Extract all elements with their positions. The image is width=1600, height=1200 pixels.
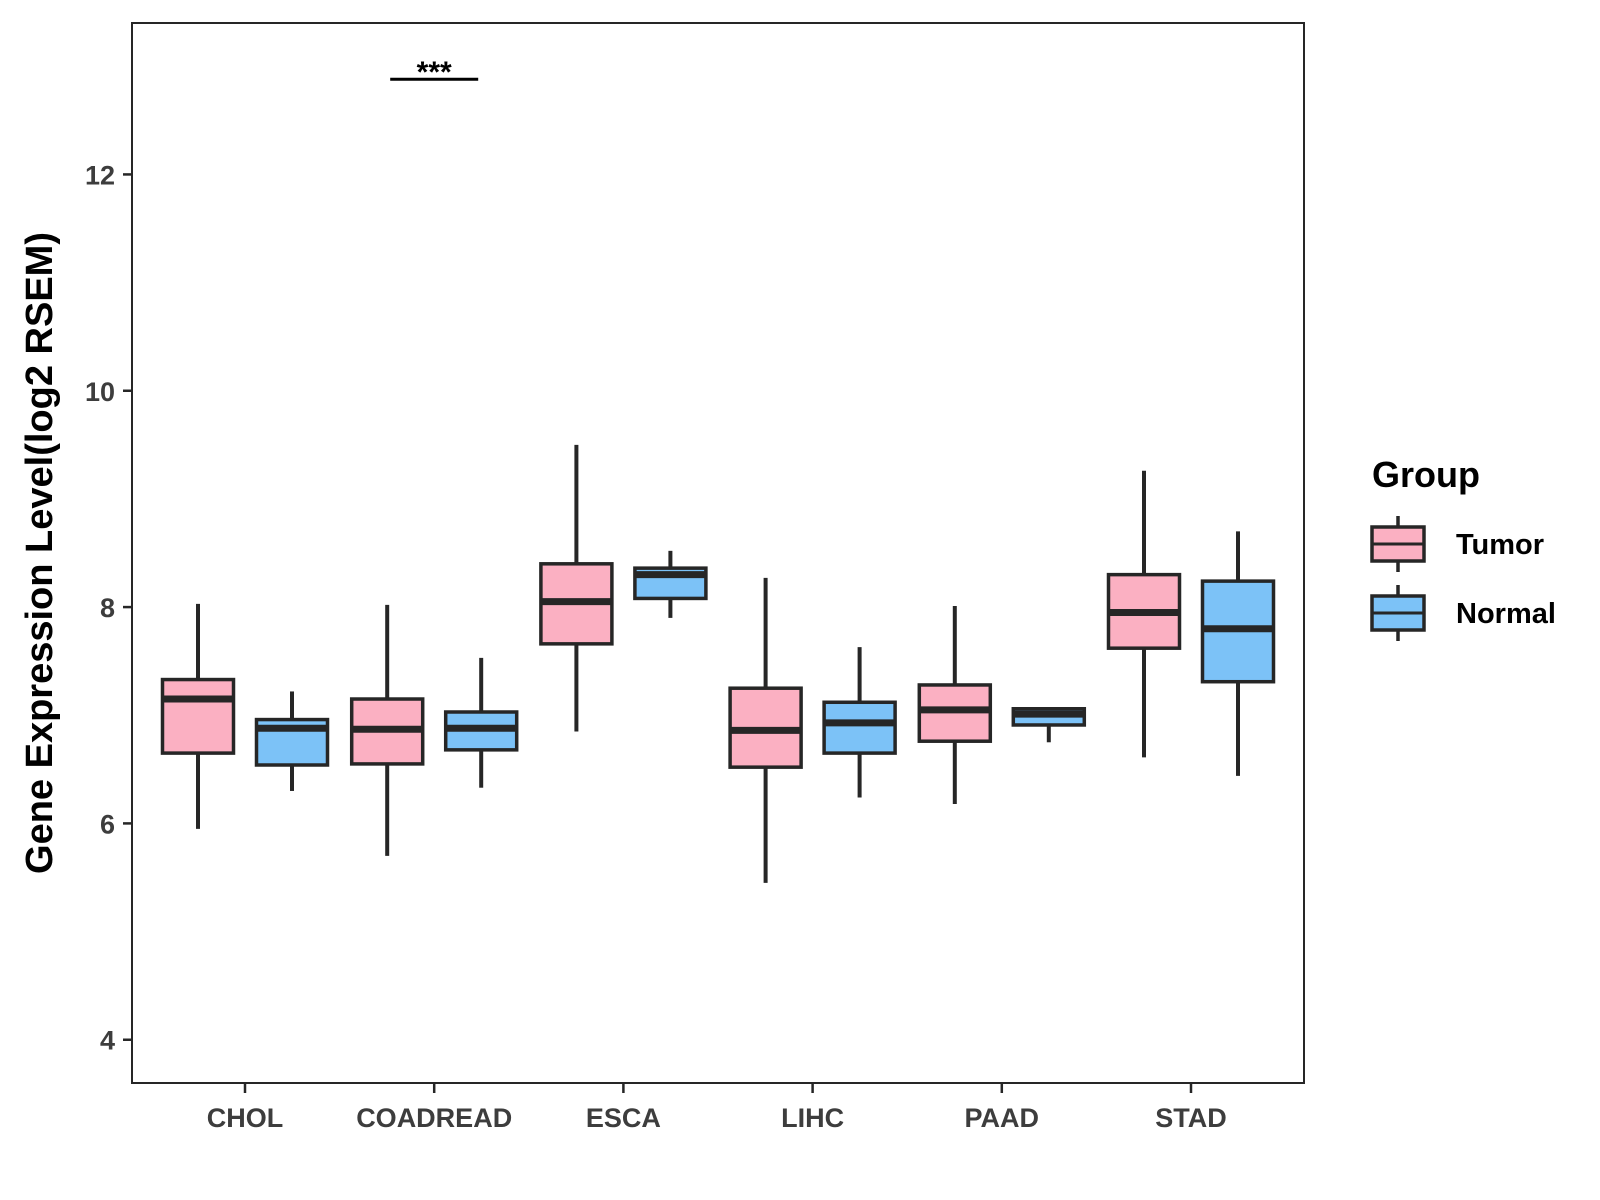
- box-normal-chol: [254, 691, 330, 791]
- legend-key-normal: [1370, 585, 1426, 641]
- significance-annotations: ***: [390, 56, 479, 89]
- box-normal-esca: [633, 550, 708, 618]
- box-tumor-chol: [160, 603, 236, 829]
- box-tumor-coadread: [349, 604, 425, 856]
- plot-panel: [131, 22, 1305, 1084]
- legend-label-normal: Normal: [1456, 598, 1556, 630]
- x-tick-label: STAD: [1155, 1103, 1227, 1133]
- box-tumor-stad: [1106, 470, 1182, 758]
- box-normal-coadread: [443, 657, 519, 788]
- legend-label-tumor: Tumor: [1456, 529, 1544, 561]
- x-tick-label: CHOL: [207, 1103, 284, 1133]
- box-tumor-lihc: [728, 577, 803, 883]
- x-tick-label: PAAD: [965, 1103, 1040, 1133]
- y-tick-label: 10: [85, 377, 115, 407]
- box-tumor-paad: [917, 606, 993, 804]
- y-axis-title: Gene Expression Level(log2 RSEM): [19, 232, 61, 874]
- y-axis: 4 6 8 10 12: [85, 160, 132, 1056]
- x-axis: CHOL COADREAD ESCA LIHC PAAD STAD: [207, 1083, 1227, 1133]
- box-series: [160, 444, 1276, 883]
- y-tick-label: 8: [100, 593, 115, 623]
- significance-label: ***: [417, 56, 452, 89]
- y-tick-label: 6: [100, 809, 115, 839]
- legend-title: Group: [1372, 454, 1480, 495]
- x-tick-label: ESCA: [586, 1103, 661, 1133]
- x-tick-label: COADREAD: [356, 1103, 512, 1133]
- legend: Group Tumor Normal: [1370, 454, 1556, 641]
- box-normal-paad: [1011, 707, 1087, 743]
- box-normal-stad: [1200, 531, 1276, 776]
- box-iqr: [160, 677, 236, 755]
- y-tick-label: 4: [100, 1026, 115, 1056]
- legend-key-tumor: [1370, 516, 1426, 572]
- y-tick-label: 12: [85, 160, 115, 190]
- x-tick-label: LIHC: [781, 1103, 844, 1133]
- box-iqr: [822, 700, 897, 755]
- box-normal-lihc: [822, 647, 897, 798]
- box-tumor-esca: [539, 444, 614, 732]
